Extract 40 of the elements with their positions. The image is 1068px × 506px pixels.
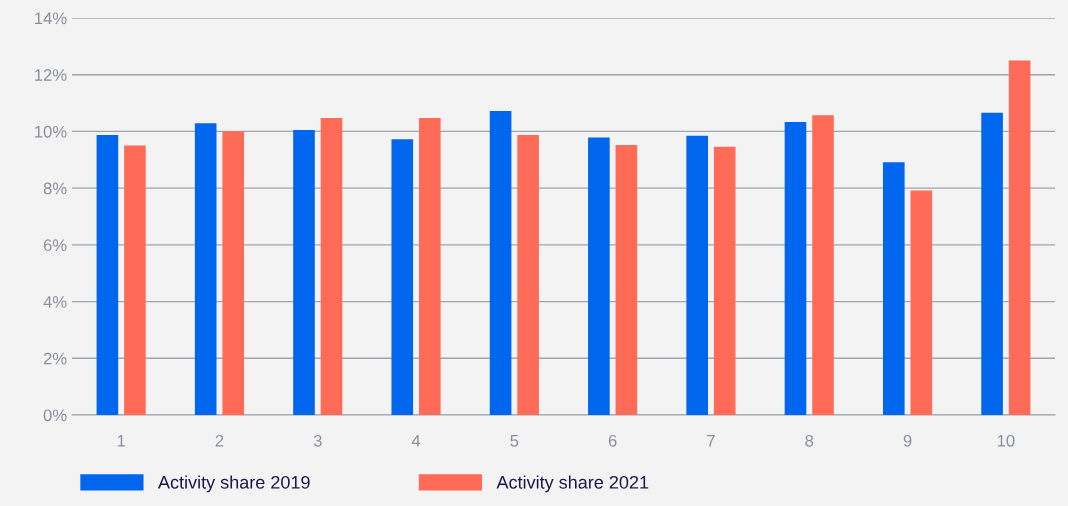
bar (588, 137, 610, 415)
y-tick-label: 4% (43, 296, 67, 308)
bar (222, 131, 245, 415)
x-tick-label: 2 (215, 434, 224, 447)
bar (320, 118, 343, 415)
bar (517, 135, 539, 415)
bar (713, 146, 736, 415)
legend-label: Activity share 2019 (158, 475, 310, 493)
bar (391, 139, 414, 415)
bar (910, 190, 933, 415)
x-tick-label: 4 (411, 435, 421, 447)
bar (981, 112, 1003, 415)
bar (124, 145, 146, 415)
y-tick-label: 14% (35, 12, 67, 25)
bar (96, 135, 119, 415)
bar (194, 123, 217, 415)
bar (489, 111, 512, 415)
bar (812, 115, 834, 415)
legend-label: Activity share 2021 (496, 475, 649, 493)
bar (784, 122, 807, 415)
x-tick-label: 3 (313, 434, 322, 447)
bar (686, 135, 708, 415)
x-tick-label: 6 (608, 434, 617, 447)
bar (615, 145, 638, 415)
bar (882, 162, 905, 415)
bar (419, 118, 441, 415)
y-tick-label: 12% (35, 69, 67, 81)
x-tick-label: 8 (805, 434, 814, 447)
y-tick-label: 2% (43, 352, 67, 365)
x-tick-label: 9 (903, 434, 912, 447)
bar (1008, 60, 1031, 415)
y-tick-label: 8% (43, 182, 67, 195)
x-tick-label: 10 (997, 434, 1015, 447)
y-tick-label: 0% (43, 409, 67, 422)
bar (293, 130, 315, 415)
x-tick-label: 7 (707, 435, 715, 447)
y-tick-label: 10% (35, 125, 67, 138)
x-tick-label: 5 (510, 435, 519, 447)
y-tick-label: 6% (43, 239, 67, 252)
x-tick-label: 1 (117, 435, 125, 447)
